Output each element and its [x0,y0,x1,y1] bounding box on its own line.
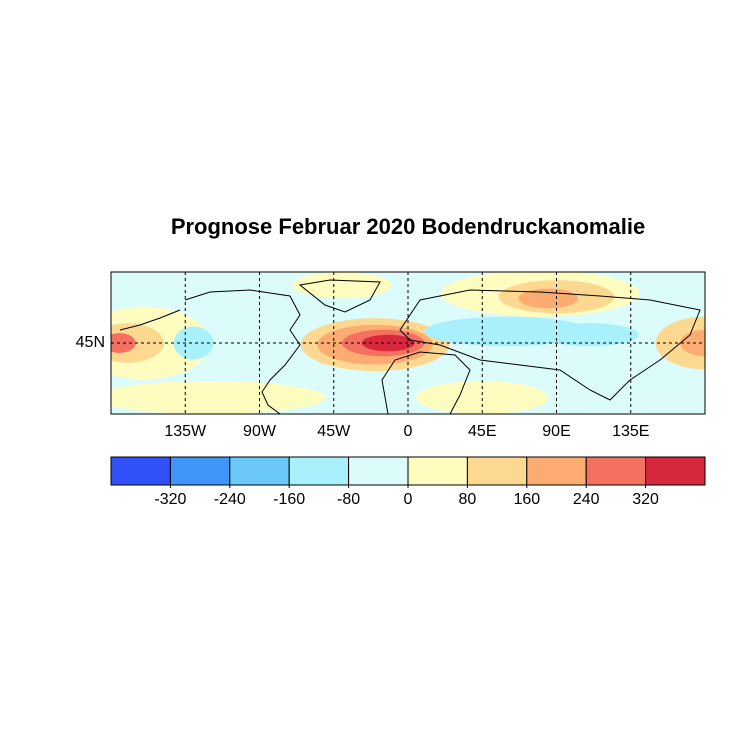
colorbar-label: 160 [513,491,540,508]
colorbar-box [645,456,706,486]
x-tick-label: 90W [243,423,277,440]
y-tick-label: 45N [76,334,105,351]
anomaly-field [111,272,705,414]
colorbar-box [169,456,231,486]
colorbar-label: 320 [632,491,659,508]
colorbar-box [348,456,409,486]
colorbar-label: 80 [459,491,477,508]
colorbar-box [585,456,647,486]
x-tick-label: 135E [612,423,649,440]
x-tick-label: 45E [468,423,496,440]
colorbar-box [288,456,350,486]
x-tick-label: 90E [542,423,570,440]
anomaly-region [416,380,549,414]
anomaly-region [680,329,705,357]
x-tick-label: 135W [164,423,207,440]
colorbar-label: 240 [573,491,600,508]
colorbar-box [110,456,171,486]
colorbar-label: -320 [154,491,186,508]
colorbar-box [229,456,290,486]
anomaly-region [292,272,392,299]
colorbar-label: -160 [273,491,305,508]
anomaly-region [111,380,326,414]
x-tick-label: 0 [404,423,413,440]
colorbar-label: -80 [337,491,360,508]
x-tick-label: 45W [317,423,351,440]
colorbar-box [526,456,587,486]
anomaly-region [173,326,214,360]
anomaly-region [540,323,639,347]
colorbar-box [466,456,528,486]
colorbar-label: -240 [214,491,246,508]
chart-title: Prognose Februar 2020 Bodendruckanomalie [171,214,645,239]
colorbar-label: 0 [404,491,413,508]
coastlines [119,279,701,414]
colorbar-box [407,456,468,486]
